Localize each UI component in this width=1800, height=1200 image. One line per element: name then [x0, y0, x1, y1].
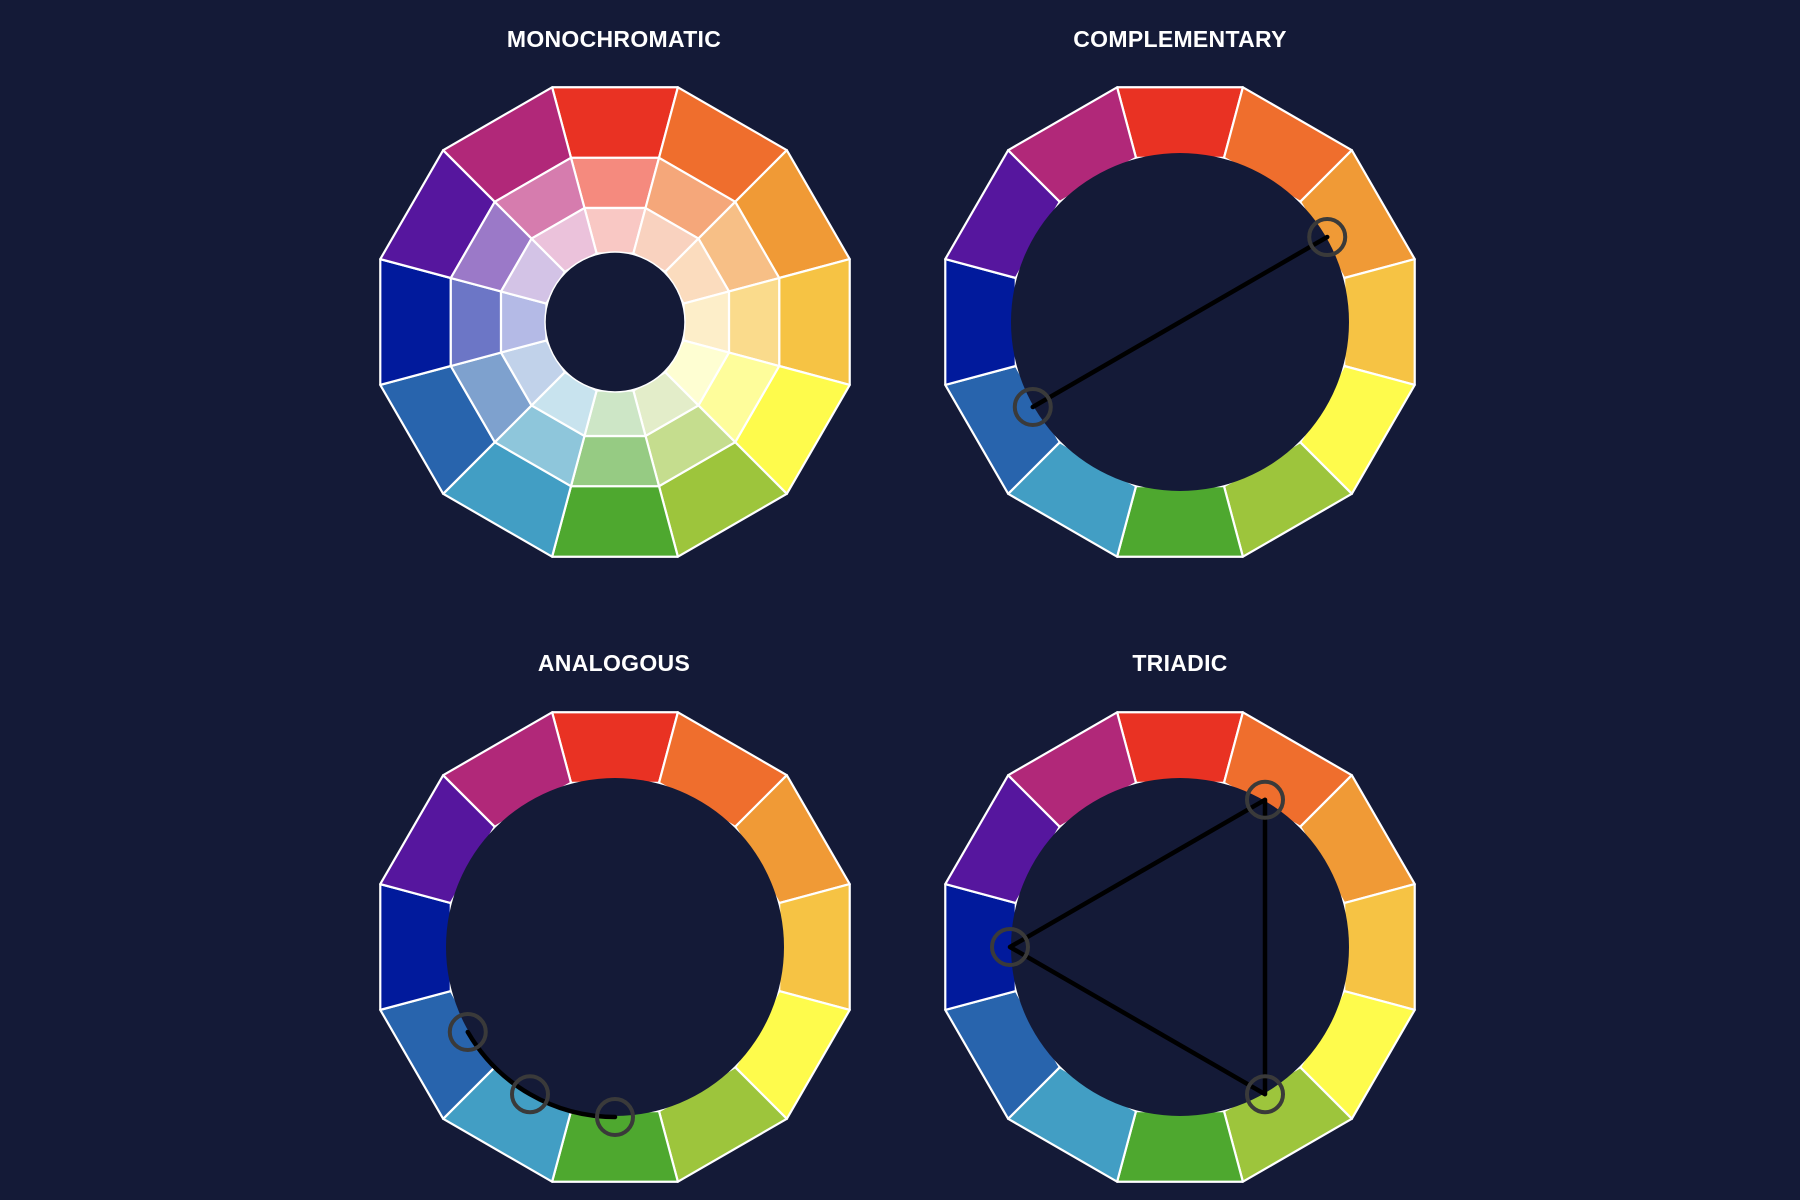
- analogous-segment-green: [552, 1111, 678, 1182]
- complementary-segment-red: [1117, 87, 1243, 158]
- complementary-segment-green: [1117, 486, 1243, 557]
- monochromatic-wheel: [380, 87, 849, 556]
- mono-middle-segment-yellow-orange: [729, 278, 779, 366]
- complementary-wheel: [945, 87, 1414, 556]
- analogous-segment-red: [552, 712, 678, 783]
- complementary-segment-blue-violet: [945, 259, 1016, 385]
- mono-outer-segment-green: [552, 486, 678, 557]
- analogous-segment-yellow-orange: [779, 884, 850, 1010]
- mono-middle-segment-blue-violet: [451, 278, 501, 366]
- mono-outer-segment-blue-violet: [380, 259, 451, 385]
- triadic-segment-green: [1117, 1111, 1243, 1182]
- analogous-center: [446, 778, 784, 1116]
- triadic-segment-yellow-orange: [1344, 884, 1415, 1010]
- triadic-wheel: [945, 712, 1414, 1181]
- analogous-segment-blue-violet: [380, 884, 451, 1010]
- triadic-segment-red: [1117, 712, 1243, 783]
- triadic-segment-blue-violet: [945, 884, 1016, 1010]
- analogous-wheel: [380, 712, 849, 1181]
- complementary-segment-yellow-orange: [1344, 259, 1415, 385]
- mono-middle-segment-red: [571, 158, 659, 208]
- mono-middle-segment-green: [571, 436, 659, 486]
- mono-center-hole: [545, 252, 685, 392]
- mono-outer-segment-red: [552, 87, 678, 158]
- triadic-center: [1011, 778, 1349, 1116]
- mono-outer-segment-yellow-orange: [779, 259, 850, 385]
